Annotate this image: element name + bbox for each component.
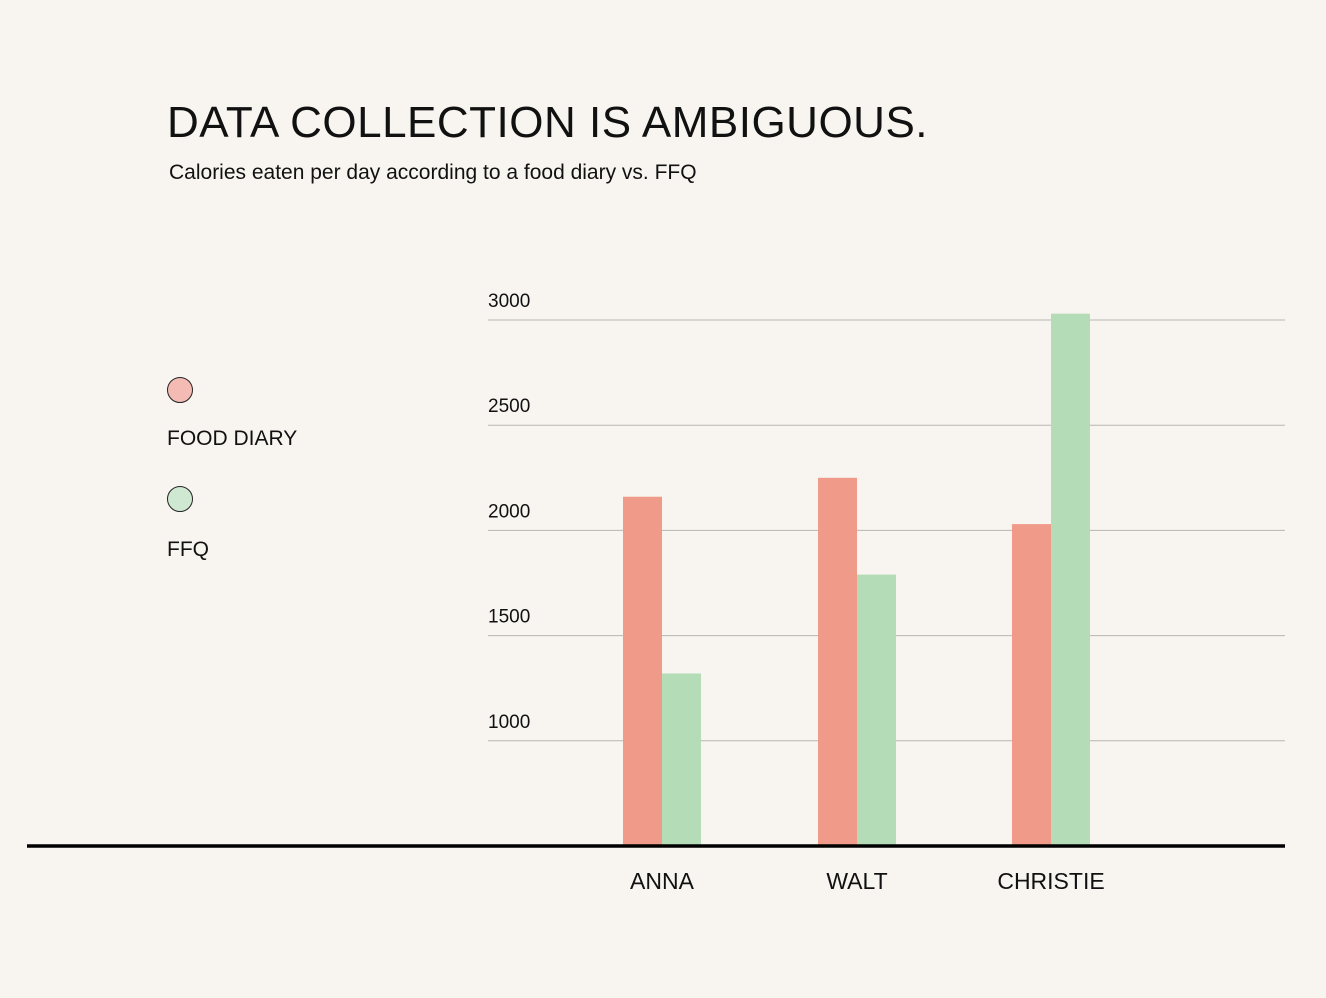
bar-ffq bbox=[857, 574, 896, 846]
bar-food-diary bbox=[623, 496, 662, 846]
chart-subtitle: Calories eaten per day according to a fo… bbox=[169, 161, 697, 184]
legend-label-ffq: FFQ bbox=[167, 538, 209, 561]
x-tick-label: ANNA bbox=[630, 868, 695, 894]
y-tick-label: 3000 bbox=[488, 291, 530, 312]
chart-title: DATA COLLECTION IS AMBIGUOUS. bbox=[167, 98, 929, 147]
legend-marker-food-diary bbox=[167, 377, 193, 403]
legend-marker-ffq bbox=[167, 486, 193, 512]
legend-label-food-diary: FOOD DIARY bbox=[167, 427, 298, 450]
x-tick-label: CHRISTIE bbox=[997, 868, 1104, 894]
x-tick-label: WALT bbox=[826, 868, 887, 894]
y-tick-label: 1000 bbox=[488, 712, 530, 733]
bar-food-diary bbox=[1012, 524, 1051, 846]
y-tick-label: 1500 bbox=[488, 607, 530, 628]
bar-ffq bbox=[1051, 313, 1090, 846]
bar-ffq bbox=[662, 673, 701, 846]
bar-food-diary bbox=[818, 477, 857, 846]
y-tick-label: 2000 bbox=[488, 501, 530, 522]
y-tick-label: 2500 bbox=[488, 396, 530, 417]
